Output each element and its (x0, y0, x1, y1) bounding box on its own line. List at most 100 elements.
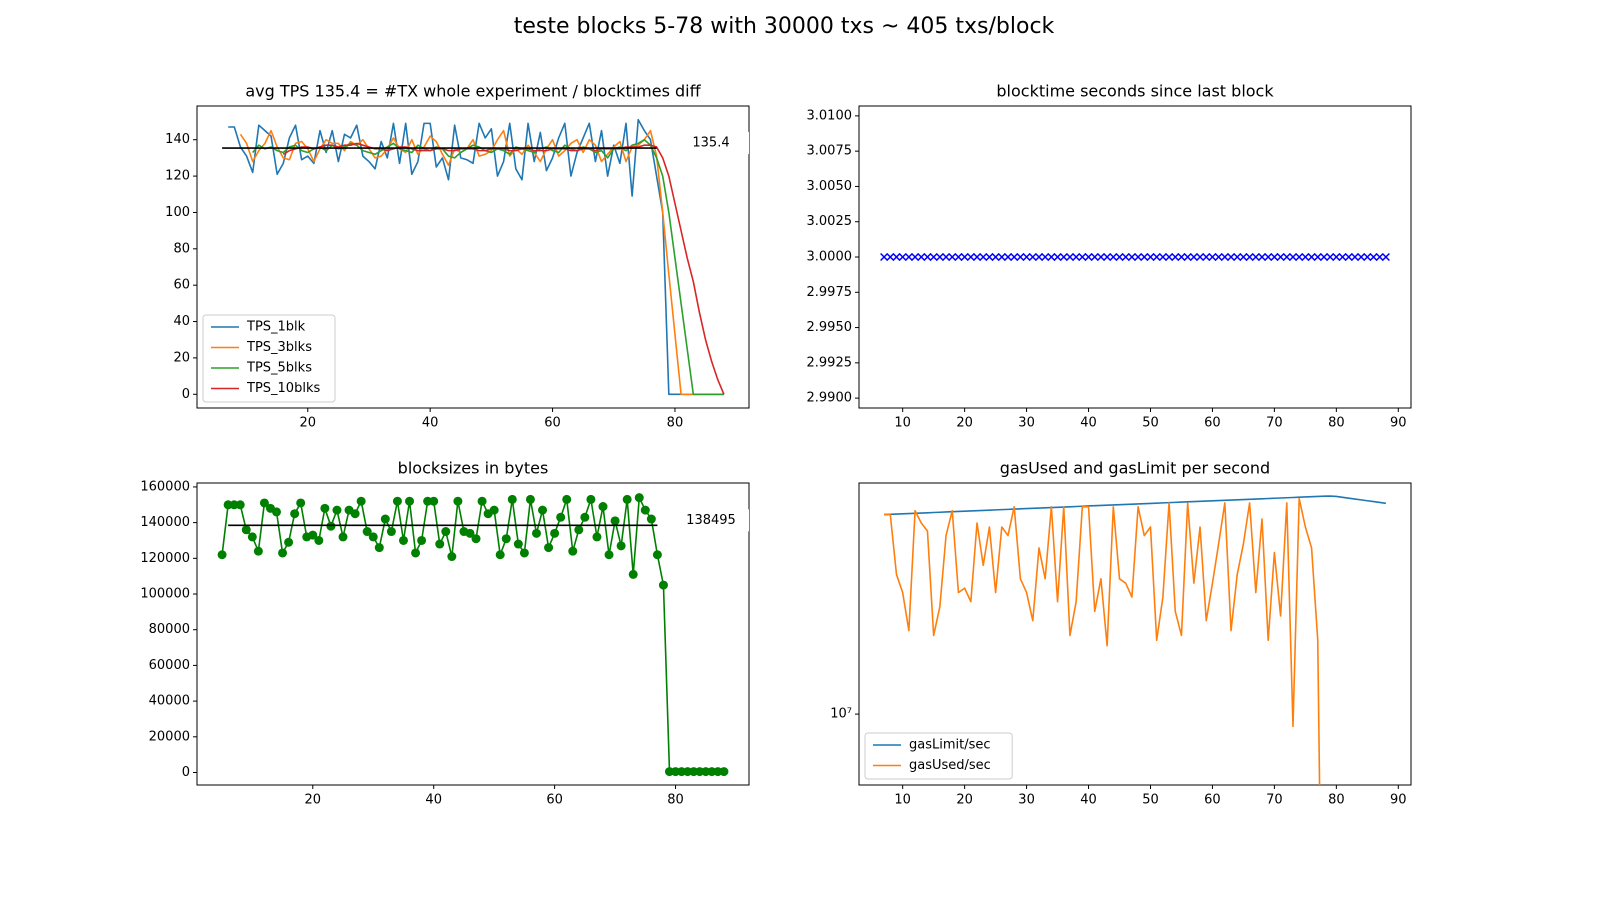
marker (368, 532, 378, 542)
marker (241, 525, 251, 535)
marker (544, 543, 554, 553)
marker-x (1003, 252, 1013, 262)
marker (374, 543, 384, 553)
y-tick-label: 2.9975 (807, 285, 853, 300)
legend-box (864, 732, 1013, 780)
marker (235, 500, 245, 510)
y-tick-label: 100000 (140, 587, 190, 602)
annotation-bg (687, 132, 749, 155)
marker-x (1189, 252, 1198, 262)
marker-x (1226, 252, 1236, 262)
y-tick-label: 3.0025 (807, 214, 853, 229)
marker-x (1084, 252, 1093, 262)
marker-x (1338, 252, 1347, 262)
marker (531, 528, 541, 538)
marker-x (1233, 252, 1242, 262)
marker (525, 494, 535, 504)
marker-x (1115, 252, 1124, 262)
legend-label: TPS_3blks (246, 340, 312, 355)
y-tick-label: 2.9925 (807, 355, 853, 370)
annotation-bg (687, 509, 749, 532)
marker-x (966, 252, 975, 262)
marker (604, 550, 614, 560)
marker-x (1140, 252, 1149, 262)
marker-x (972, 252, 982, 262)
marker-x (1313, 252, 1322, 262)
marker (290, 509, 300, 519)
marker-x (892, 252, 901, 262)
marker (501, 534, 511, 544)
y-tick-label: 10⁷ (830, 707, 852, 722)
marker-x (1028, 252, 1037, 262)
marker-x (1264, 252, 1273, 262)
legend-label: TPS_5blks (246, 361, 312, 376)
marker (247, 532, 257, 542)
marker (610, 516, 620, 526)
y-tick-label: 20 (173, 350, 190, 365)
marker (447, 552, 457, 562)
x-tick-label: 80 (667, 416, 684, 431)
x-tick-label: 90 (1390, 793, 1407, 808)
x-tick-label: 80 (1328, 416, 1345, 431)
series-line (884, 497, 1321, 785)
y-tick-label: 3.0000 (807, 250, 853, 265)
marker-x (1072, 252, 1081, 262)
marker (592, 532, 602, 542)
marker (489, 505, 499, 515)
x-tick-label: 60 (546, 793, 563, 808)
marker (465, 528, 475, 538)
marker-x (898, 252, 907, 262)
marker-x (1288, 252, 1298, 262)
marker-x (1332, 252, 1341, 262)
marker (652, 550, 662, 560)
marker (453, 496, 463, 506)
marker-x (1134, 252, 1143, 262)
x-tick-label: 30 (1018, 793, 1035, 808)
marker-x (1319, 252, 1328, 262)
y-tick-label: 80000 (149, 622, 190, 637)
marker (519, 548, 529, 558)
marker (507, 494, 517, 504)
marker (562, 494, 572, 504)
y-tick-label: 2.9950 (807, 320, 853, 335)
marker-x (1065, 252, 1074, 262)
y-tick-label: 80 (173, 241, 190, 256)
marker (640, 505, 650, 515)
x-tick-label: 20 (305, 793, 322, 808)
marker-x (1041, 252, 1050, 262)
marker-x (954, 252, 963, 262)
x-tick-label: 60 (1204, 793, 1221, 808)
marker-x (1146, 252, 1155, 262)
axes-frame (196, 482, 750, 786)
marker (628, 569, 638, 579)
marker-x (1034, 252, 1044, 262)
x-tick-label: 40 (1080, 793, 1097, 808)
x-tick-label: 50 (1142, 793, 1159, 808)
marker-x (1121, 252, 1130, 262)
annotation: 138495 (686, 513, 736, 528)
marker (586, 494, 596, 504)
marker-x (997, 252, 1006, 262)
marker (598, 502, 608, 512)
marker (296, 498, 306, 508)
marker-x (1295, 252, 1304, 262)
marker-x (911, 252, 920, 262)
marker-x (1276, 252, 1285, 262)
marker-x (1257, 252, 1267, 262)
marker (417, 535, 427, 545)
marker-x (1375, 252, 1384, 262)
marker-x (886, 252, 895, 262)
series-line (884, 495, 1387, 516)
marker (350, 509, 360, 519)
legend-label: gasUsed/sec (909, 758, 991, 773)
y-tick-label: 120000 (140, 551, 190, 566)
y-tick-label: 40000 (149, 694, 190, 709)
marker-x (1078, 252, 1087, 262)
x-tick-label: 10 (894, 793, 911, 808)
marker-x (1245, 252, 1254, 262)
marker (217, 550, 227, 560)
marker (386, 527, 396, 537)
marker (284, 537, 294, 547)
marker (471, 534, 481, 544)
marker-x (991, 252, 1000, 262)
